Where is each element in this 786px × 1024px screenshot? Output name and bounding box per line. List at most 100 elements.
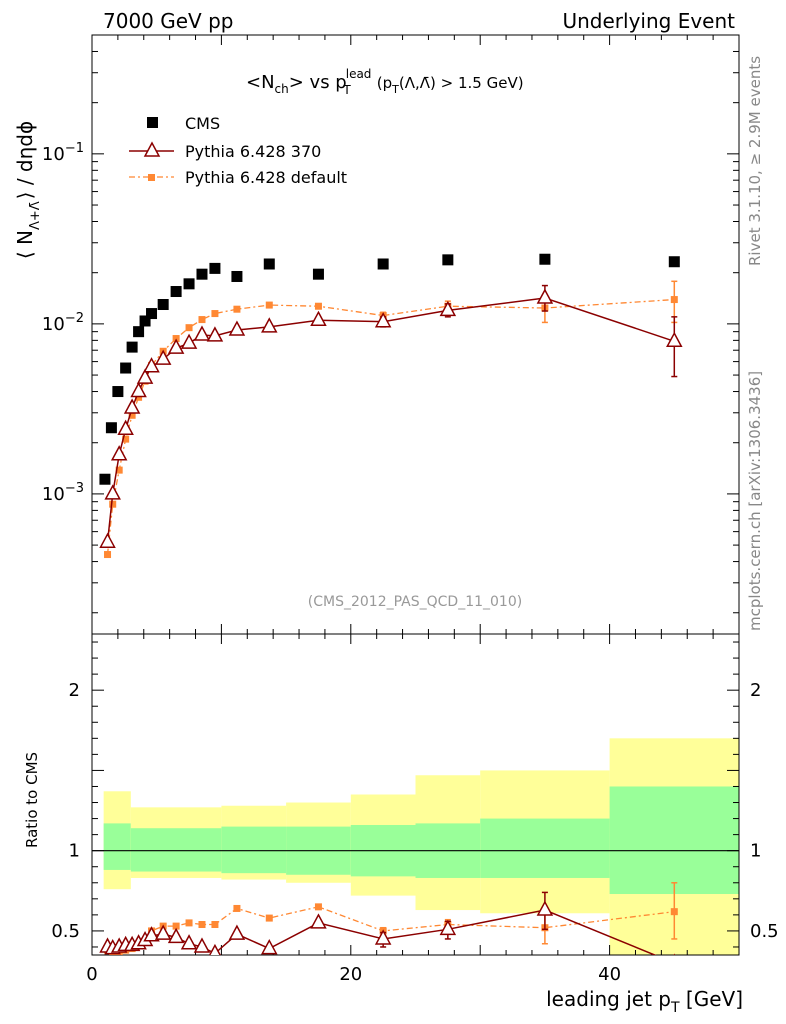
ratio-pythia-default-point xyxy=(211,921,219,929)
x-ticklabel: 20 xyxy=(339,964,362,985)
x-ticklabel: 0 xyxy=(86,964,97,985)
ratio-pythia-default-line xyxy=(107,906,675,955)
main-cms-point xyxy=(146,308,158,320)
ratio-xlabel: leading jet pT [GeV] xyxy=(546,987,743,1016)
ratio-pythia-default-point xyxy=(185,919,193,927)
legend-pythia370-marker xyxy=(143,141,161,157)
main-pythia370-point xyxy=(130,381,147,398)
main-pythia370-point xyxy=(228,320,246,336)
x-ticklabel: 40 xyxy=(598,964,621,985)
main-pythia370-point xyxy=(374,312,392,328)
main-pythia-default-point xyxy=(185,324,193,332)
main-pythia370-point xyxy=(136,368,154,384)
main-pythia-default-point xyxy=(198,316,206,324)
ratio-pythia-default-point xyxy=(314,903,322,911)
legend-pythia370-label: Pythia 6.428 370 xyxy=(185,142,321,161)
main-pythia370-point xyxy=(154,349,172,365)
main-ylabel: ⟨ NΛ+Λ̄⟩ / dηdϕ xyxy=(13,121,43,259)
main-pythia-default-point xyxy=(670,296,678,304)
legend-cms-marker xyxy=(147,117,158,128)
ratio-ytick-label-left: 2 xyxy=(69,680,80,701)
main-cms-point xyxy=(231,270,243,282)
legend: CMS Pythia 6.428 370 Pythia 6.428 defaul… xyxy=(129,114,347,187)
legend-cms-label: CMS xyxy=(185,114,220,133)
band-inner-0 xyxy=(103,823,131,870)
main-cms-point xyxy=(157,299,169,311)
ratio-pythia370-point xyxy=(154,924,172,940)
band-inner-6 xyxy=(480,818,610,878)
main-cms-point xyxy=(170,286,182,298)
main-cms-point xyxy=(668,256,680,268)
ratio-pythia370-point xyxy=(310,913,327,929)
header-left: 7000 GeV pp xyxy=(103,9,234,33)
main-cms-point xyxy=(263,258,275,270)
main-pythia-default-point xyxy=(233,305,241,313)
ratio-pythia370-point xyxy=(167,927,185,944)
main-cms-point xyxy=(112,386,124,398)
main-cms-point xyxy=(183,278,195,290)
main-pythia-default-point xyxy=(104,551,112,559)
main-pythia370-point xyxy=(536,288,554,304)
ratio-pythia370-point xyxy=(228,924,246,940)
main-cms-point xyxy=(196,268,208,280)
ratio-pythia370-point xyxy=(208,943,221,955)
main-pythia370-point xyxy=(180,333,198,349)
ratio-pythia370-point xyxy=(673,953,676,955)
ratio-pythia-default-point xyxy=(172,922,180,930)
ratio-frame xyxy=(91,633,740,956)
band-inner-2 xyxy=(221,826,287,874)
ratio-ytick-label-right: 1 xyxy=(750,841,761,862)
main-cms-point xyxy=(312,268,324,280)
ratio-pythia370-point xyxy=(193,937,211,953)
main-ytick-label: 10−1 xyxy=(42,141,84,165)
ratio-pythia-default-point xyxy=(265,914,273,922)
ratio-pythia370-point xyxy=(143,926,160,942)
ratio-ytick-label-left: 1 xyxy=(69,841,80,862)
main-cms-point xyxy=(139,315,151,327)
ratio-pythia-default-point xyxy=(670,908,678,916)
main-pythia-default-point xyxy=(265,301,273,309)
ratio-pythia-default-point xyxy=(233,904,241,912)
ratio-ylabel: Ratio to CMS xyxy=(23,752,41,848)
main-pythia-default-point xyxy=(211,310,219,318)
analysis-watermark: (CMS_2012_PAS_QCD_11_010) xyxy=(308,594,522,610)
main-cms-point xyxy=(377,258,389,270)
main-pythia-default-point xyxy=(314,302,322,310)
main-cms-point xyxy=(120,362,132,374)
main-cms-point xyxy=(209,262,221,274)
legend-pythiadefault-label: Pythia 6.428 default xyxy=(185,168,347,187)
main-cms-point xyxy=(133,326,145,338)
main-pythia370-point xyxy=(439,300,457,317)
main-pythia370-point xyxy=(117,419,134,436)
main-pythia370-point xyxy=(123,398,141,414)
ratio-pythia370-point xyxy=(180,934,198,950)
main-pythia-default-point xyxy=(128,411,136,419)
main-pythia370-point xyxy=(104,484,121,500)
band-inner-1 xyxy=(130,828,222,872)
main-pythia370-line xyxy=(106,297,675,543)
main-cms-point xyxy=(539,253,551,265)
main-ytick-label: 10−3 xyxy=(42,481,84,505)
main-pythia-default-point xyxy=(122,435,130,443)
ratio-ytick-label-right: 2 xyxy=(750,680,761,701)
ratio-pythia370-point xyxy=(374,929,392,945)
main-cms-point xyxy=(442,254,454,266)
main-cms-point xyxy=(99,473,111,485)
main-pythia370-point xyxy=(143,357,160,373)
main-ytick-label: 10−2 xyxy=(42,311,84,335)
plot-title: <Nch> vs plead T (pT(Λ,Λ̄) > 1.5 GeV) xyxy=(246,67,524,97)
axes-ticks: 0 20 40 10−3 10−2 10−1 0.5 0.5 1 1 2 2 xyxy=(42,34,779,985)
main-pythia370-point xyxy=(193,325,211,341)
ratio-ytick-label-left: 0.5 xyxy=(51,921,80,942)
main-pythia370-point xyxy=(206,326,224,342)
main-pythia-default-point xyxy=(172,335,180,343)
ratio-pythia370-point xyxy=(536,900,554,916)
main-pythia-default-point xyxy=(135,393,143,401)
legend-pythiadefault-marker xyxy=(148,174,155,181)
main-pythia370-point xyxy=(666,331,683,348)
mcplots-label: mcplots.cern.ch [arXiv:1306.3436] xyxy=(746,371,764,631)
main-pythia370-point xyxy=(261,317,278,333)
main-pythia-default-point xyxy=(115,466,123,474)
main-pythia370-point xyxy=(310,310,327,327)
